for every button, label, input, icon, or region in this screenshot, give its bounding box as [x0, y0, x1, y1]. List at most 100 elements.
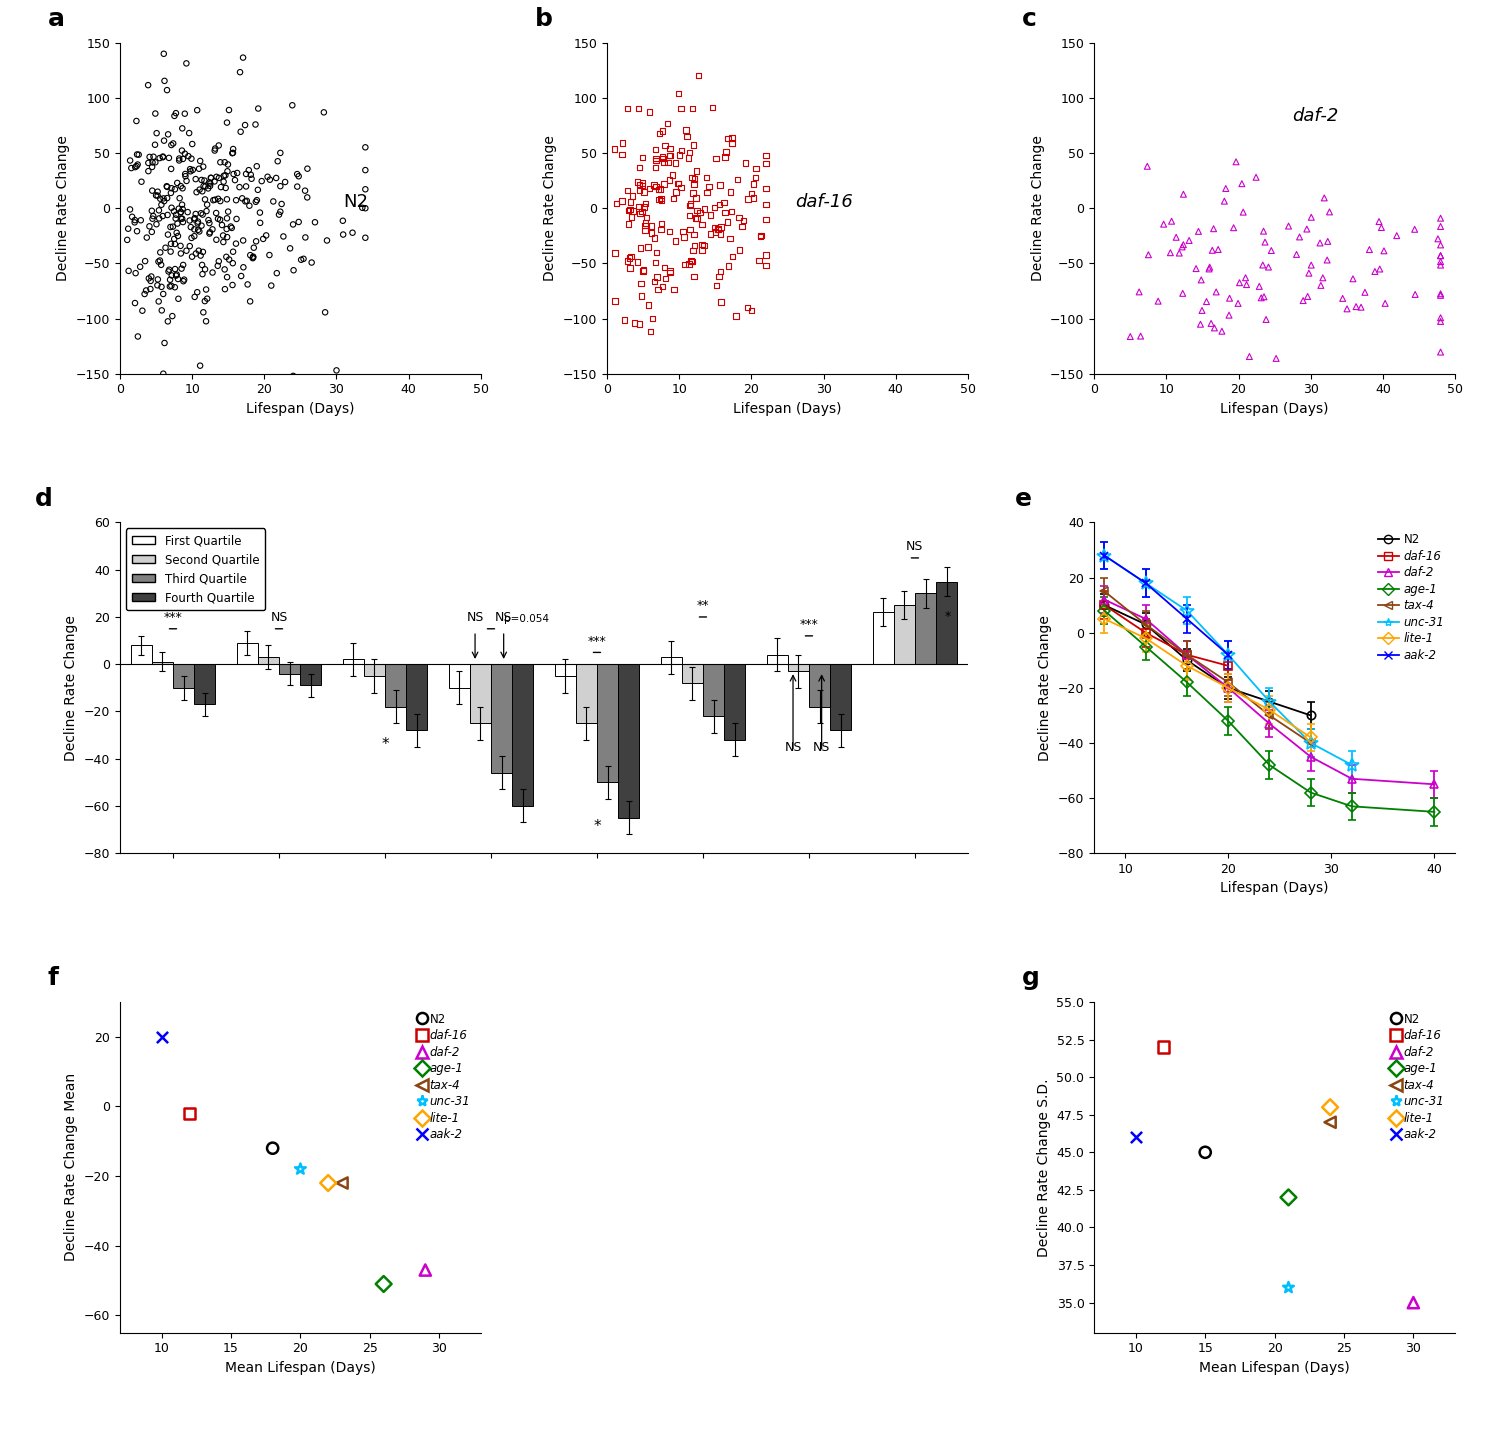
Point [658, 261, 682, 284]
Point [246, 178, 270, 201]
Point [144, 212, 168, 235]
Point [720, 126, 744, 149]
Point [720, 245, 744, 268]
Point [1194, 289, 1218, 312]
Point [648, 178, 672, 201]
Point [330, 1172, 354, 1195]
Point [1188, 312, 1212, 335]
Point [658, 145, 682, 168]
Point [177, 1102, 201, 1125]
Point [610, 143, 634, 166]
Point [681, 133, 705, 156]
Point [228, 176, 252, 199]
Point [1428, 341, 1452, 364]
Point [141, 145, 165, 168]
Text: NS: NS [270, 610, 288, 623]
Point [644, 175, 668, 198]
Point [1310, 274, 1334, 297]
Point [744, 166, 768, 189]
Point [168, 186, 192, 209]
Point [669, 97, 693, 120]
Point [678, 192, 702, 215]
Point [140, 221, 164, 244]
Point [272, 225, 296, 248]
Point [710, 215, 734, 238]
Point [730, 215, 754, 238]
Point [172, 162, 196, 185]
Point [1372, 239, 1396, 262]
Point [632, 259, 656, 282]
Point [196, 209, 220, 232]
Point [124, 219, 148, 242]
Point [234, 191, 258, 214]
Point [686, 206, 709, 229]
Y-axis label: Decline Rate Change: Decline Rate Change [64, 615, 78, 761]
Point [1224, 150, 1248, 173]
Point [680, 249, 703, 272]
Point [213, 163, 237, 186]
Point [147, 251, 171, 274]
Point [237, 159, 261, 182]
Point [183, 208, 207, 231]
Point [662, 186, 686, 209]
Point [170, 201, 194, 224]
Point [644, 149, 668, 172]
Point [200, 166, 223, 189]
Point [190, 155, 214, 178]
Point [633, 219, 657, 242]
Point [171, 198, 195, 221]
Point [693, 198, 717, 221]
Point [166, 268, 190, 291]
Point [698, 222, 721, 245]
Text: ***: *** [588, 635, 606, 648]
Point [222, 162, 246, 185]
Point [134, 249, 158, 272]
Point [129, 209, 153, 232]
Point [627, 179, 651, 202]
Point [159, 196, 183, 219]
Point [616, 212, 640, 235]
Point [224, 169, 248, 192]
Point [261, 1136, 285, 1159]
Point [196, 176, 220, 199]
Point [681, 97, 705, 120]
Point [156, 310, 180, 332]
Point [681, 239, 705, 262]
Point [642, 226, 666, 249]
Point [285, 175, 309, 198]
Point [190, 254, 214, 277]
Point [1428, 244, 1452, 267]
Legend: N2, daf-16, daf-2, age-1, tax-4, unc-31, lite-1, aak-2: N2, daf-16, daf-2, age-1, tax-4, unc-31,… [414, 1007, 476, 1146]
Point [716, 211, 740, 234]
Point [646, 278, 670, 301]
Point [706, 265, 730, 288]
Point [1146, 289, 1170, 312]
Point [1170, 235, 1194, 258]
Point [1294, 218, 1318, 241]
Point [147, 199, 171, 222]
Point [1318, 1096, 1342, 1119]
Point [754, 193, 778, 216]
Point [158, 258, 182, 281]
Point [672, 225, 696, 248]
Point [706, 218, 730, 241]
Point [231, 46, 255, 69]
Point [734, 152, 758, 175]
Point [1384, 224, 1408, 246]
Point [658, 136, 682, 159]
Point [180, 245, 204, 268]
Point [156, 224, 180, 246]
Point [194, 258, 217, 281]
Point [123, 211, 147, 234]
Point [164, 258, 188, 281]
Point [189, 202, 213, 225]
Point [140, 199, 164, 222]
Point [170, 208, 194, 231]
Text: daf-16: daf-16 [795, 192, 852, 211]
Point [354, 159, 378, 182]
Point [231, 257, 255, 279]
Point [268, 201, 292, 224]
Point [124, 143, 148, 166]
Text: ***: *** [164, 610, 183, 623]
Text: *: * [592, 820, 602, 834]
